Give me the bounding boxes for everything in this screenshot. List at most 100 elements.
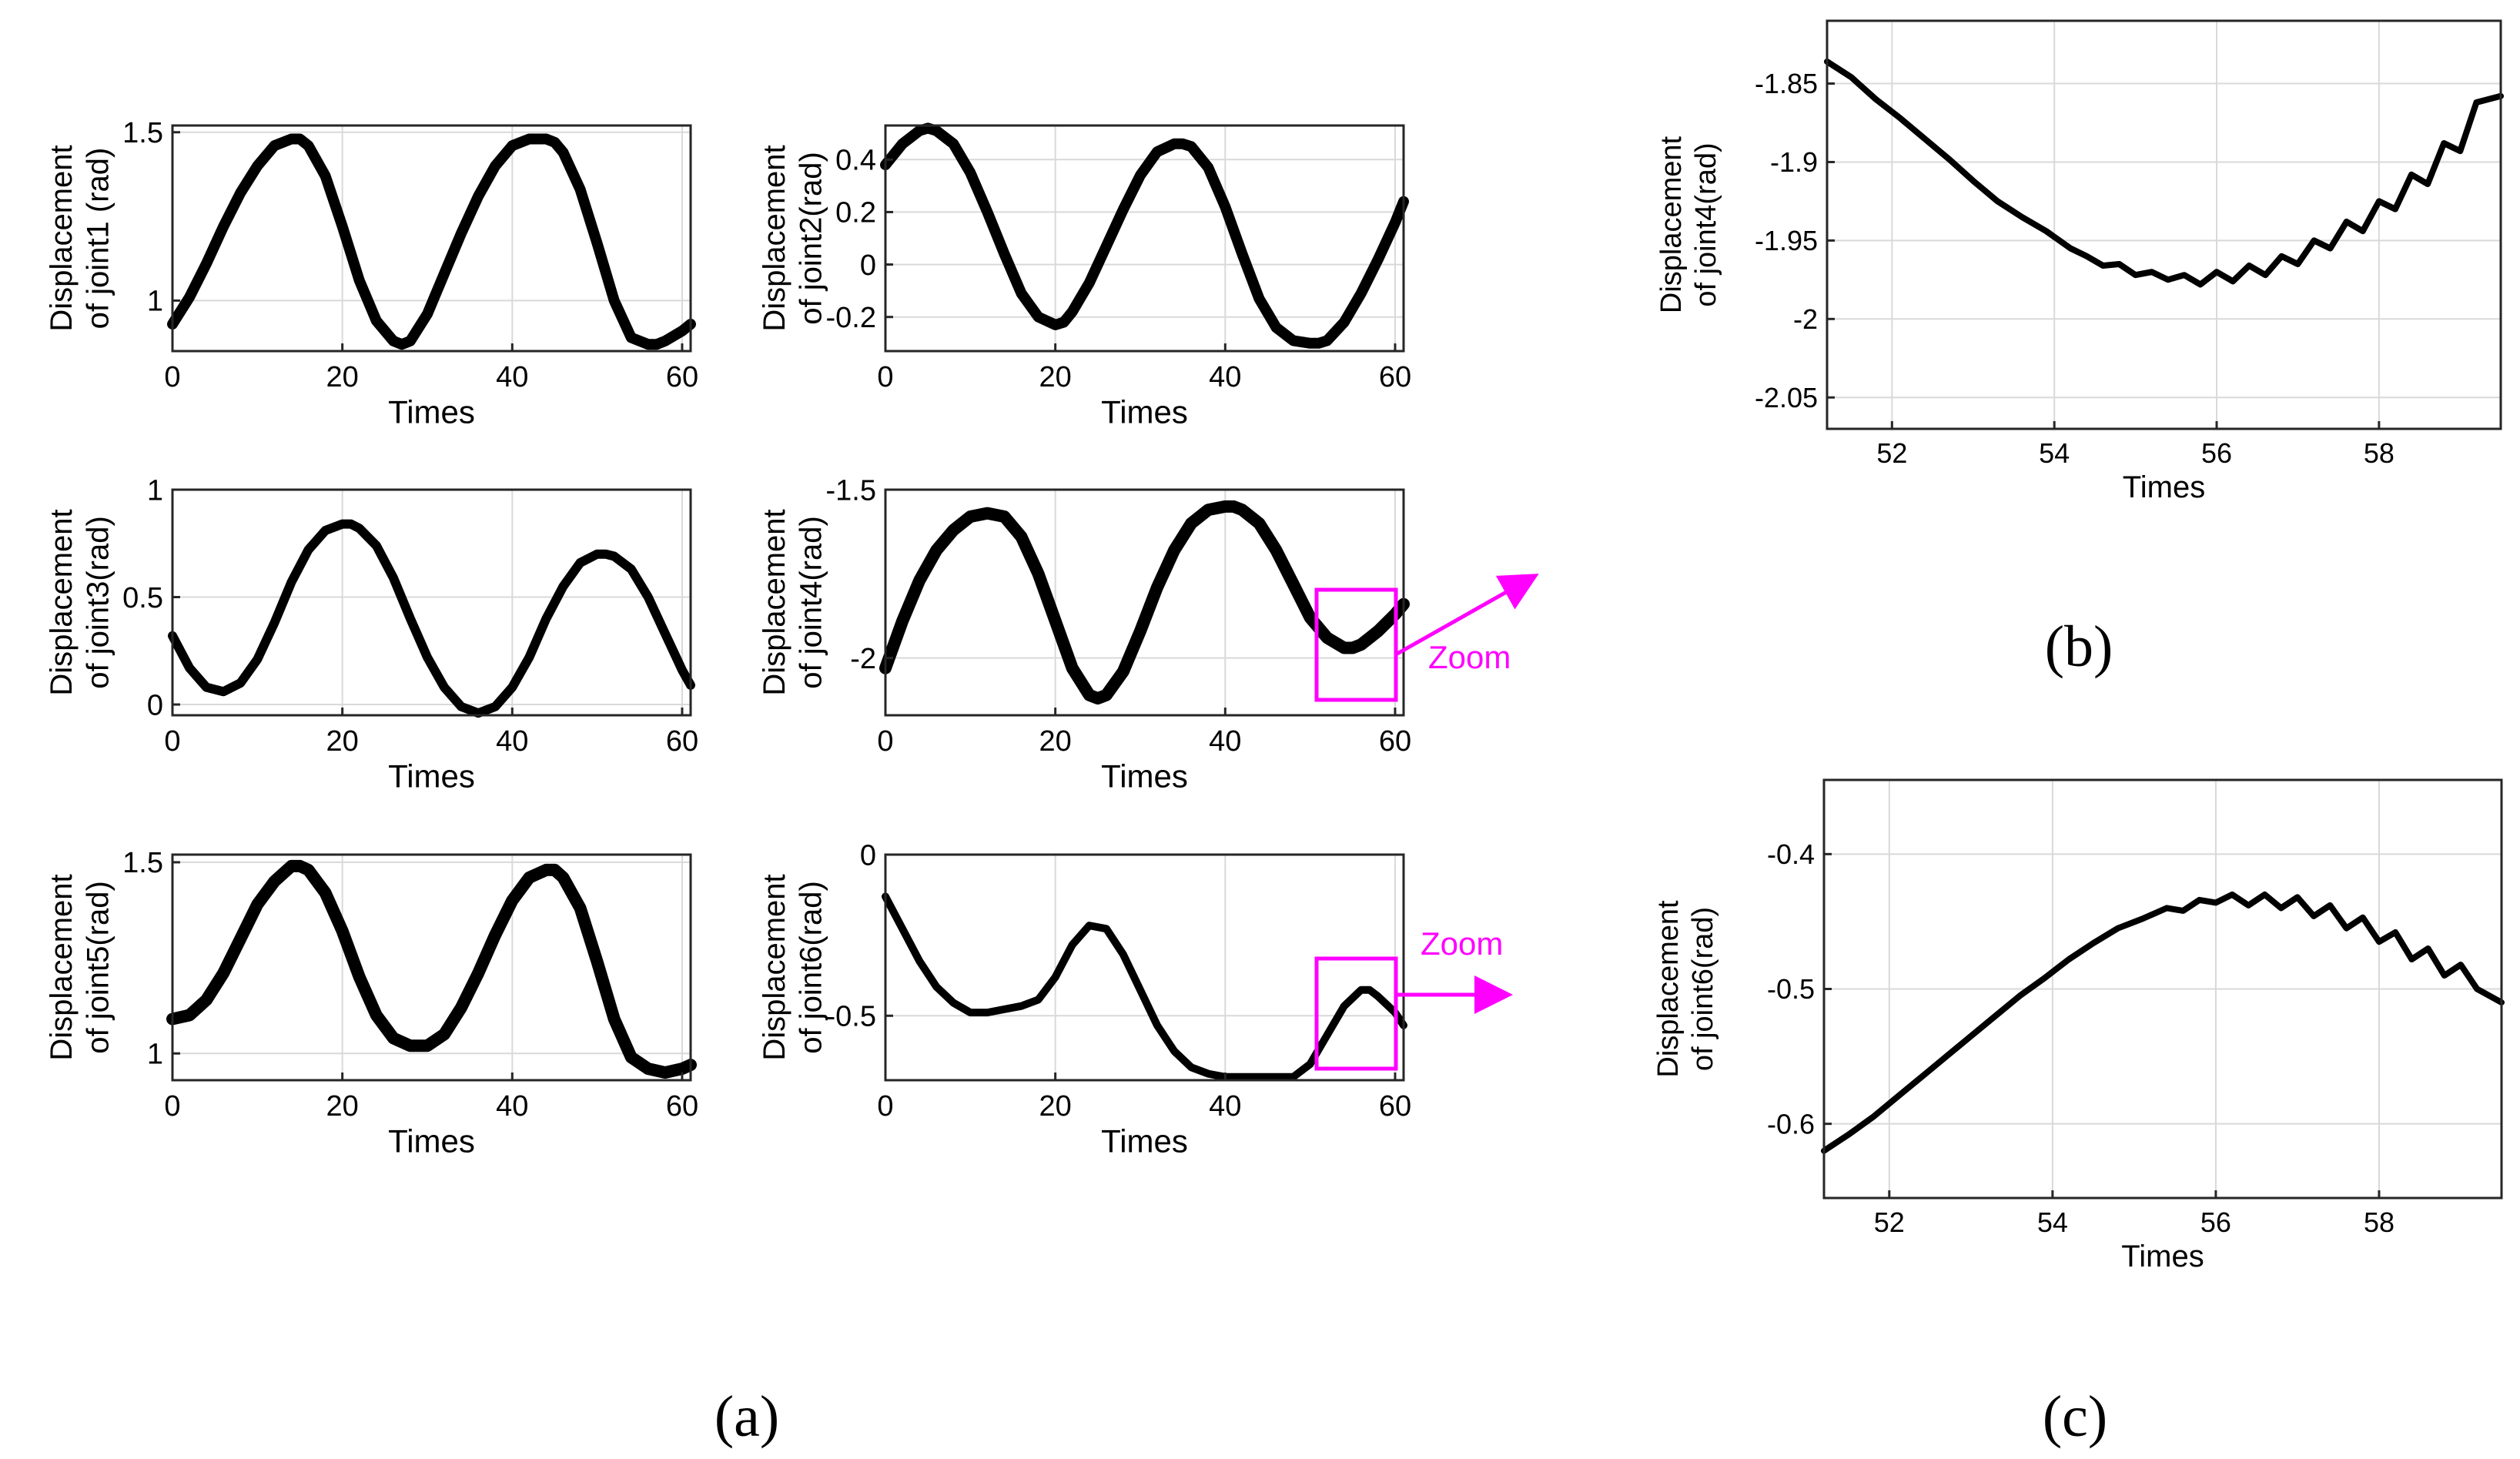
y-axis-label: Displacementof joint3(rad) xyxy=(45,509,115,695)
y-tick-label: -0.6 xyxy=(1767,1108,1815,1139)
axes-box xyxy=(884,488,1405,717)
y-axis-label-line: of joint5(rad) xyxy=(82,881,115,1054)
x-tick-label: 0 xyxy=(877,725,893,758)
y-tick-label: 1.5 xyxy=(122,847,163,879)
y-axis-label-line: of joint1 (rad) xyxy=(82,148,115,330)
y-tick-label: 1 xyxy=(147,1039,163,1071)
data-line-j5 xyxy=(166,859,697,1079)
y-tick-label: 0 xyxy=(860,839,876,872)
x-tick-label: 40 xyxy=(496,725,528,758)
axes-box xyxy=(171,124,692,353)
axes-box xyxy=(171,853,692,1082)
y-axis-label-line: Displacement xyxy=(758,145,791,331)
chart-j1: 0 20 40 60 1 1.5 Times Displacementof joint1 (r… xyxy=(45,117,698,430)
zoom-box-joint4 xyxy=(1314,587,1398,702)
data-line-zoom4 xyxy=(1824,59,2504,288)
y-axis-label-line: Displacement xyxy=(758,874,791,1060)
x-axis-label: Times xyxy=(388,1123,475,1159)
panel-label-c: (c) xyxy=(2043,1384,2107,1449)
y-tick-label: 1.5 xyxy=(122,117,163,149)
chart-j3: 0 20 40 60 0 0.5 1 Times Displacementof joint3(r… xyxy=(45,474,698,794)
chart-j6: 0 20 40 60 -0.5 0 Times Displacementof joint6(r… xyxy=(758,839,1411,1159)
panel-label-a: (a) xyxy=(715,1384,779,1449)
y-tick-label: 1 xyxy=(147,474,163,507)
y-axis-label: Displacementof joint6(rad) xyxy=(758,874,828,1060)
x-tick-label: 54 xyxy=(2037,1206,2068,1238)
y-tick-label: -1.9 xyxy=(1770,146,1818,178)
zoom-arrow-joint4 xyxy=(1394,574,1539,657)
chart-j4: 0 20 40 60 -2 -1.5 Times Displacementof joint4(… xyxy=(758,474,1411,794)
y-tick-label: -0.2 xyxy=(826,302,876,334)
y-axis-label-line: Displacement xyxy=(1655,136,1688,313)
y-axis-label-line: of joint4(rad) xyxy=(795,516,828,689)
data-line-j4 xyxy=(879,500,1410,705)
data-line-j3 xyxy=(168,519,695,718)
x-tick-label: 54 xyxy=(2039,437,2070,469)
data-line-j1 xyxy=(167,133,696,350)
x-tick-label: 0 xyxy=(164,1090,180,1123)
x-axis-label: Times xyxy=(1101,393,1188,430)
y-axis-label: Displacementof joint2(rad) xyxy=(758,145,828,331)
x-tick-label: 56 xyxy=(2200,1206,2231,1238)
y-axis-label-line: Displacement xyxy=(45,874,79,1060)
x-tick-label: 60 xyxy=(666,1090,698,1123)
data-line-j2 xyxy=(880,122,1409,349)
y-axis-label-line: Displacement xyxy=(758,509,791,695)
y-tick-label: 0.5 xyxy=(122,582,163,614)
y-tick-label: -0.5 xyxy=(826,1001,876,1033)
x-tick-label: 20 xyxy=(326,725,359,758)
x-tick-label: 40 xyxy=(1209,725,1241,758)
y-axis-label-line: of joint3(rad) xyxy=(82,516,115,689)
x-tick-label: 0 xyxy=(877,361,893,393)
x-tick-label: 0 xyxy=(877,1090,893,1123)
x-tick-label: 20 xyxy=(1039,725,1072,758)
x-tick-label: 60 xyxy=(666,725,698,758)
y-tick-label: -2 xyxy=(1793,303,1818,335)
axes-box xyxy=(884,853,1405,1082)
data-line-zoom6 xyxy=(1821,891,2505,1154)
y-tick-label: -0.4 xyxy=(1767,838,1815,870)
x-tick-label: 60 xyxy=(666,361,698,393)
x-axis-label: Times xyxy=(2121,1240,2204,1273)
y-axis-label-line: Displacement xyxy=(45,509,79,695)
y-axis-label: Displacementof joint5(rad) xyxy=(45,874,115,1060)
y-tick-label: 0 xyxy=(860,249,876,282)
y-tick-label: -1.85 xyxy=(1755,68,1818,99)
x-tick-label: 60 xyxy=(1379,1090,1411,1123)
zoom-label-joint4: Zoom xyxy=(1428,639,1511,675)
data-line-j6 xyxy=(882,892,1407,1081)
y-axis-label-line: of joint6(rad) xyxy=(795,881,828,1054)
plot-area xyxy=(172,490,691,715)
y-axis-label-line: of joint6(rad) xyxy=(1687,907,1719,1071)
y-axis-label: Displacementof joint4(rad) xyxy=(1655,136,1722,313)
axes-box xyxy=(884,124,1405,353)
x-tick-label: 56 xyxy=(2201,437,2232,469)
zoom-box-joint6 xyxy=(1314,956,1398,1071)
x-tick-label: 20 xyxy=(326,1090,359,1123)
y-tick-label: -0.5 xyxy=(1767,973,1815,1005)
y-tick-label: 0 xyxy=(147,689,163,721)
y-tick-label: 0.4 xyxy=(835,145,876,177)
x-tick-label: 40 xyxy=(496,361,528,393)
x-tick-label: 58 xyxy=(2364,1206,2395,1238)
x-tick-label: 60 xyxy=(1379,725,1411,758)
x-tick-label: 20 xyxy=(1039,361,1072,393)
chart-zoom4: 52 54 56 58 -2.05 -2 -1.95 -1.9 -1.85 Times Displa… xyxy=(1655,19,2504,504)
y-axis-label-line: of joint2(rad) xyxy=(795,152,828,325)
plot-area xyxy=(885,855,1404,1080)
x-tick-label: 40 xyxy=(1209,1090,1241,1123)
zoom-annotation-joint6: Zoom xyxy=(1314,925,1513,1071)
y-tick-label: -2 xyxy=(850,643,876,675)
y-axis-label-line: of joint4(rad) xyxy=(1690,142,1722,306)
x-axis-label: Times xyxy=(1101,758,1188,794)
x-tick-label: 52 xyxy=(1874,1206,1905,1238)
y-tick-label: 1 xyxy=(147,286,163,318)
x-axis-label: Times xyxy=(1101,1123,1188,1159)
y-tick-label: -1.95 xyxy=(1755,225,1818,256)
y-axis-label: Displacementof joint6(rad) xyxy=(1652,900,1719,1078)
x-tick-label: 52 xyxy=(1876,437,1907,469)
y-axis-label-line: Displacement xyxy=(45,145,79,331)
